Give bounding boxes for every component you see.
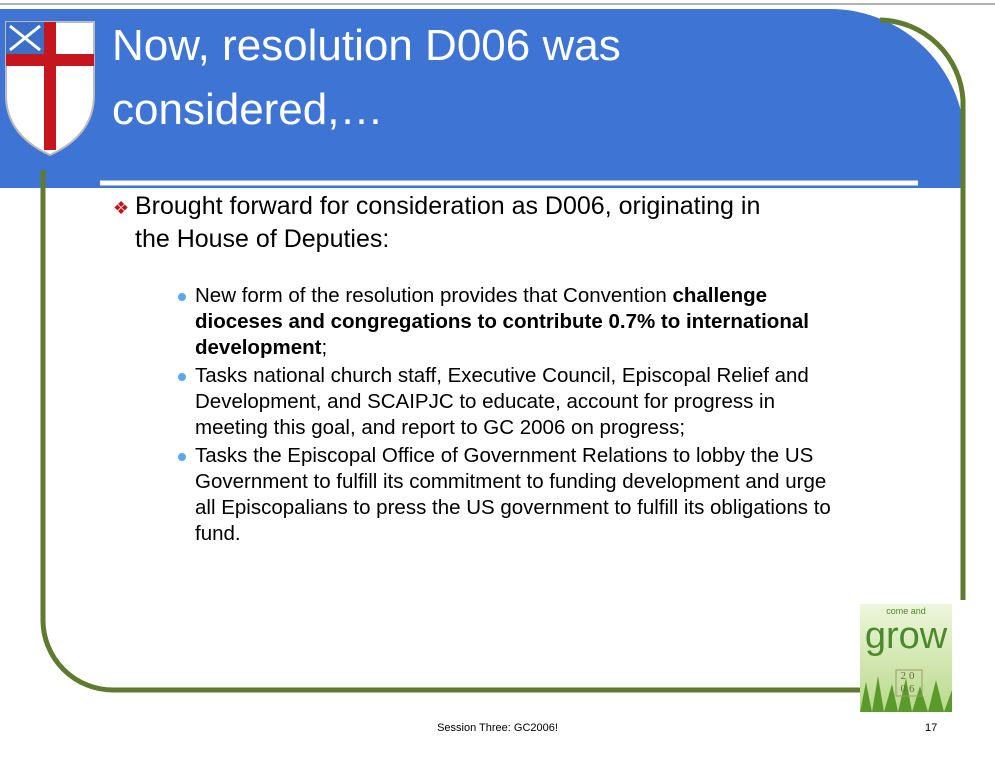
logo-year-bottom: 06 <box>896 683 922 696</box>
sub-bullet: Tasks the Episcopal Office of Government… <box>195 443 845 547</box>
page-number: 17 <box>925 722 937 734</box>
bullet-text: Tasks national church staff, Executive C… <box>195 364 809 439</box>
main-bullet-text: Brought forward for consideration as D00… <box>135 192 760 253</box>
footer: Session Three: GC2006! <box>0 722 995 734</box>
slide: Now, resolution D006 was considered,… ❖B… <box>0 0 995 757</box>
slide-title: Now, resolution D006 was considered,… <box>112 14 832 142</box>
sub-bullet-list: New form of the resolution provides that… <box>195 283 845 549</box>
logo-word: grow <box>860 614 952 658</box>
sub-bullet: New form of the resolution provides that… <box>195 283 845 361</box>
bullet-text: Tasks the Episcopal Office of Government… <box>195 444 831 545</box>
bullet-text: New form of the resolution provides that… <box>195 284 672 307</box>
logo-year-top: 20 <box>896 670 922 683</box>
bullet-text-bold: ; <box>321 336 327 359</box>
main-bullet: ❖Brought forward for consideration as D0… <box>135 190 775 256</box>
sub-bullet: Tasks national church staff, Executive C… <box>195 363 845 441</box>
